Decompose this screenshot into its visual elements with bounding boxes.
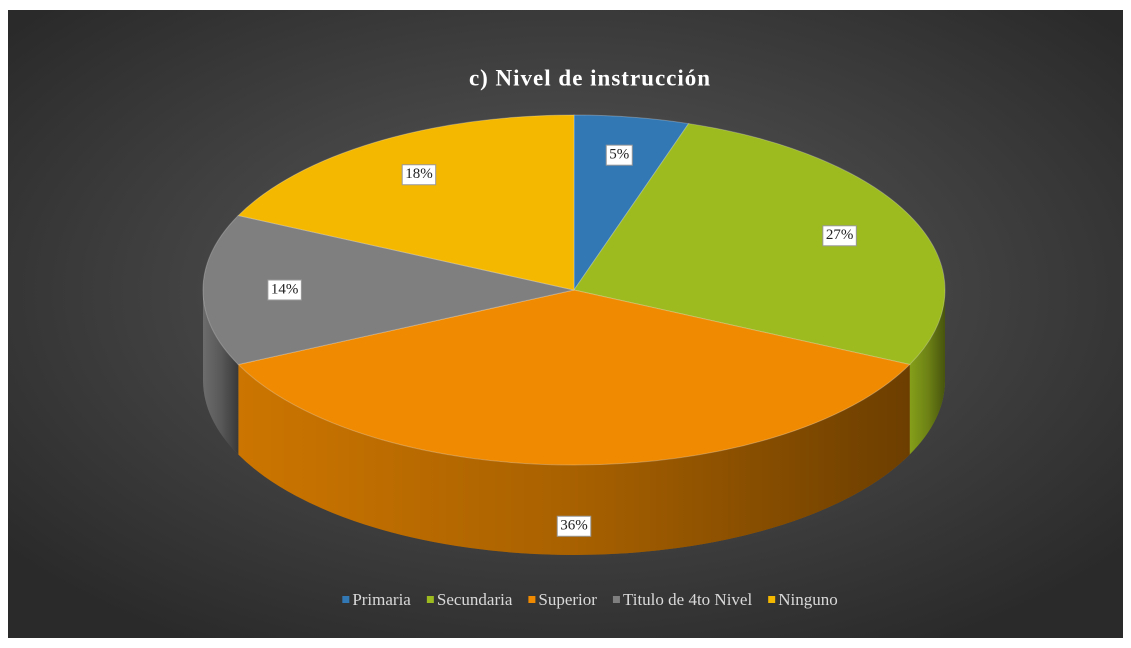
data-label: 36% bbox=[556, 515, 592, 537]
pie-side-shade bbox=[203, 290, 239, 455]
legend-label: Titulo de 4to Nivel bbox=[623, 590, 753, 609]
legend-swatch bbox=[768, 596, 776, 603]
pie-slice bbox=[202, 214, 575, 366]
legend-swatch bbox=[426, 596, 434, 603]
data-label-text: 5% bbox=[609, 147, 629, 163]
legend-label: Secundaria bbox=[437, 590, 513, 609]
pie-side-shade bbox=[238, 364, 910, 555]
data-label-box bbox=[267, 279, 302, 301]
data-label: 14% bbox=[267, 279, 302, 301]
pie-side-shade bbox=[909, 290, 945, 455]
data-label-box bbox=[556, 515, 592, 537]
pie-slice bbox=[237, 289, 911, 466]
legend-label: Superior bbox=[538, 590, 597, 609]
chart-title: c) Nivel de instrucción bbox=[469, 65, 711, 90]
legend-label: Ninguno bbox=[778, 590, 838, 609]
legend-swatch bbox=[528, 596, 536, 603]
pie-slice bbox=[573, 123, 946, 366]
data-label: 5% bbox=[605, 144, 633, 166]
data-label: 18% bbox=[401, 164, 437, 186]
data-label-text: 36% bbox=[560, 518, 588, 534]
data-label-text: 27% bbox=[826, 227, 854, 243]
pie-slice bbox=[573, 114, 690, 292]
data-label-box bbox=[822, 225, 857, 247]
data-label-text: 18% bbox=[405, 166, 433, 182]
legend: Primaria Secundaria Superior Titulo de 4to … bbox=[342, 590, 838, 609]
legend-swatch bbox=[612, 596, 620, 603]
data-label: 27% bbox=[822, 225, 857, 247]
legend-label: Primaria bbox=[352, 590, 411, 609]
legend-swatch bbox=[342, 596, 350, 603]
pie-slice bbox=[237, 114, 575, 291]
data-label-box bbox=[605, 144, 633, 166]
data-label-box bbox=[401, 164, 437, 186]
data-label-text: 14% bbox=[271, 281, 299, 297]
